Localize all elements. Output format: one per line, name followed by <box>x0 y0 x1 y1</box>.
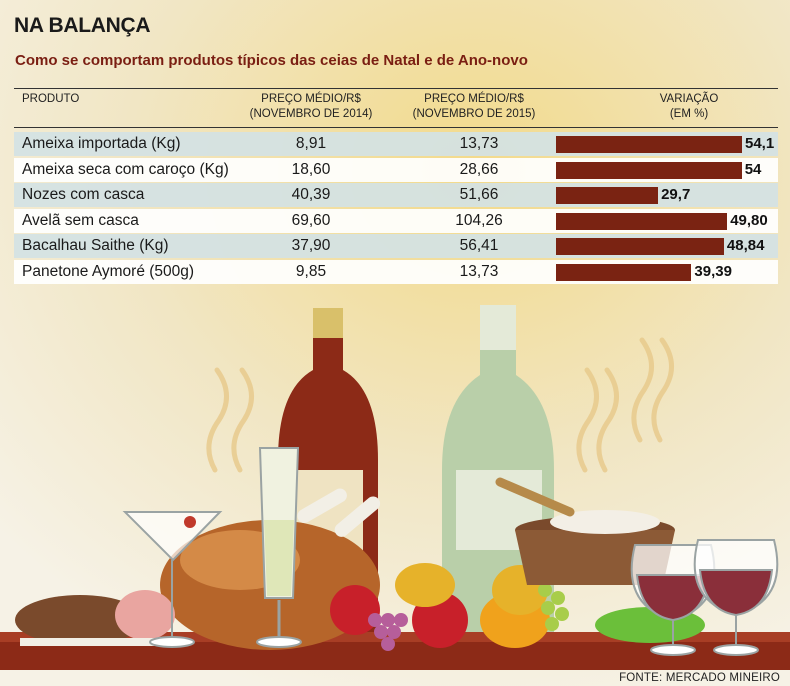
price-2014: 69,60 <box>291 211 331 229</box>
table-row: Avelã sem casca 69,60 104,26 49,80 <box>14 208 778 233</box>
chart-subtitle: Como se comportam produtos típicos das c… <box>15 52 528 69</box>
price-2015: 28,66 <box>459 160 499 178</box>
champagne-flute <box>256 447 302 648</box>
variation-value-label: 54,1 <box>745 135 775 152</box>
product-name: Nozes com casca <box>22 186 145 203</box>
product-name: Panetone Aymoré (500g) <box>22 262 195 280</box>
header-produto: PRODUTO <box>22 93 80 105</box>
price-2014: 9,85 <box>295 262 327 280</box>
variation-bar <box>556 238 724 255</box>
variation-value-label: 49,80 <box>730 211 768 229</box>
variation-value-label: 48,84 <box>726 237 765 254</box>
price-2014: 18,60 <box>291 160 331 178</box>
table-header: PRODUTO PREÇO MÉDIO/R$ (NOVEMBRO DE 2014… <box>14 88 778 128</box>
variation-bar <box>556 212 728 230</box>
variation-bar <box>556 263 692 281</box>
variation-bar <box>556 187 659 204</box>
header-variacao: VARIAÇÃO (EM %) <box>659 93 719 120</box>
chart-title: NA BALANÇA <box>14 14 151 37</box>
table-row: Ameixa importada (Kg) 8,91 13,73 54,1 <box>14 132 778 156</box>
header-preco-2014: PREÇO MÉDIO/R$ (NOVEMBRO DE 2014) <box>249 93 373 120</box>
source-credit: FONTE: MERCADO MINEIRO <box>619 672 780 684</box>
variation-value-label: 29,7 <box>661 186 691 203</box>
price-2015: 104,26 <box>455 211 503 229</box>
product-name: Bacalhau Saithe (Kg) <box>22 237 169 254</box>
variation-bar <box>556 136 742 153</box>
variation-value-label: 39,39 <box>694 262 732 280</box>
ham <box>15 590 180 646</box>
product-name: Ameixa seca com caroço (Kg) <box>22 160 229 178</box>
price-2015: 56,41 <box>459 237 499 254</box>
product-name: Avelã sem casca <box>22 211 139 229</box>
martini-glass <box>122 511 223 648</box>
price-2014: 8,91 <box>295 135 327 152</box>
price-2015: 13,73 <box>459 135 499 152</box>
variation-value-label: 54 <box>744 160 762 178</box>
table-row: Bacalhau Saithe (Kg) 37,90 56,41 48,84 <box>14 234 778 258</box>
price-2015: 13,73 <box>459 262 499 280</box>
table-row: Panetone Aymoré (500g) 9,85 13,73 39,39 <box>14 259 778 284</box>
product-name: Ameixa importada (Kg) <box>22 135 181 152</box>
price-2014: 40,39 <box>291 186 331 203</box>
variation-bar <box>556 161 742 179</box>
steam-decoration <box>206 337 674 473</box>
table-row: Nozes com casca 40,39 51,66 29,7 <box>14 183 778 207</box>
header-preco-2015: PREÇO MÉDIO/R$ (NOVEMBRO DE 2015) <box>412 93 536 120</box>
price-2015: 51,66 <box>459 186 499 203</box>
table-row: Ameixa seca com caroço (Kg) 18,60 28,66 54 <box>14 157 778 182</box>
price-2014: 37,90 <box>291 237 331 254</box>
wine-glasses <box>630 539 779 656</box>
